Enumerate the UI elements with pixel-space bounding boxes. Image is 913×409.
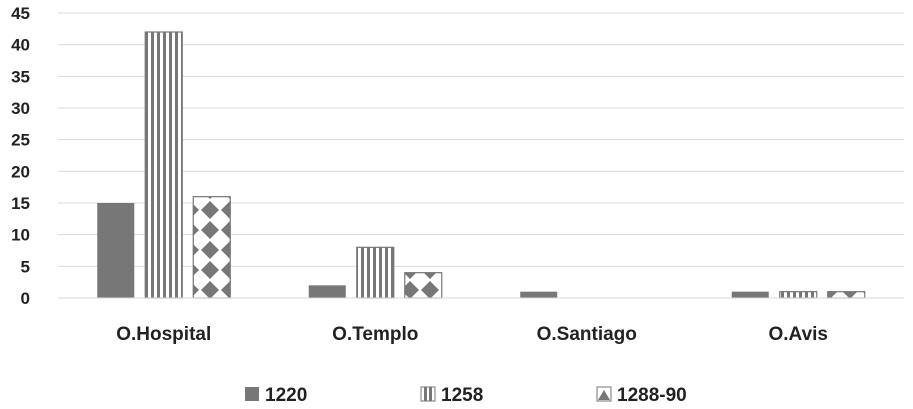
legend-label: 1258	[441, 385, 483, 406]
x-category-label: O.Avis	[769, 324, 829, 345]
y-tick-label: 30	[11, 99, 30, 118]
y-tick-label: 0	[21, 289, 30, 308]
bar-o-avis-1258	[779, 291, 818, 299]
y-tick-label: 10	[11, 226, 30, 245]
y-axis-tick-labels: 0 5 10 15 20 25 30 35 40 45	[11, 4, 30, 308]
bar-o-santiago-1220	[520, 291, 558, 298]
legend-item-1258: 1258	[420, 385, 483, 406]
bar-o-templo-1288-90	[404, 272, 443, 299]
legend-item-1220: 1220	[245, 385, 307, 406]
x-category-label: O.Hospital	[116, 324, 211, 345]
y-tick-label: 35	[11, 67, 30, 86]
bar-o-hospital-1258	[144, 31, 183, 299]
bar-o-hospital-1220	[97, 203, 135, 298]
x-axis-category-labels: O.Hospital O.Templo O.Santiago O.Avis	[116, 324, 828, 345]
bar-o-avis-1288-90	[827, 291, 866, 299]
y-tick-label: 20	[11, 162, 30, 181]
legend-swatch-diamonds	[596, 386, 612, 402]
legend-label: 1220	[265, 385, 307, 406]
x-category-label: O.Santiago	[537, 324, 637, 345]
legend-label: 1288-90	[617, 385, 687, 406]
bars	[97, 31, 866, 299]
legend: 1220 1258 1288-90	[245, 385, 687, 406]
y-tick-label: 45	[11, 4, 30, 23]
x-category-label: O.Templo	[332, 324, 418, 345]
legend-swatch-stripes	[420, 386, 436, 402]
bar-o-templo-1220	[308, 285, 346, 298]
y-tick-label: 25	[11, 131, 30, 150]
bar-o-templo-1258	[356, 246, 395, 299]
gridlines	[58, 12, 904, 267]
y-tick-label: 40	[11, 36, 30, 55]
y-tick-label: 15	[11, 194, 30, 213]
bar-o-avis-1220	[731, 291, 769, 298]
bar-o-hospital-1288-90	[192, 196, 231, 299]
legend-item-1288-90: 1288-90	[596, 385, 687, 406]
legend-swatch-solid	[245, 387, 259, 401]
y-tick-label: 5	[21, 257, 30, 276]
